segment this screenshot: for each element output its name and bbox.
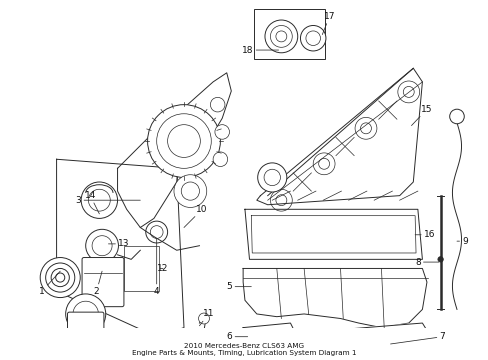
Text: 3: 3 (75, 196, 140, 205)
Text: 5: 5 (226, 282, 251, 291)
Text: 15: 15 (410, 105, 432, 126)
Bar (254, 9, 325, 59)
Circle shape (300, 26, 325, 51)
Circle shape (73, 301, 98, 327)
Circle shape (264, 20, 297, 53)
Circle shape (92, 236, 112, 256)
Polygon shape (243, 323, 299, 359)
Text: 10: 10 (183, 205, 207, 228)
Polygon shape (57, 159, 183, 337)
Text: 18: 18 (242, 46, 278, 55)
Polygon shape (331, 323, 429, 360)
Circle shape (437, 257, 443, 262)
Text: 1: 1 (39, 271, 60, 296)
Text: 7: 7 (390, 332, 445, 344)
Circle shape (198, 313, 209, 324)
Circle shape (56, 273, 64, 282)
Text: 14: 14 (84, 191, 99, 214)
Text: 11: 11 (199, 310, 214, 326)
Text: 6: 6 (226, 332, 247, 341)
Circle shape (65, 294, 105, 334)
Circle shape (81, 182, 117, 219)
Circle shape (264, 169, 280, 186)
Circle shape (150, 226, 163, 238)
Circle shape (51, 269, 69, 287)
Circle shape (449, 109, 463, 124)
Circle shape (257, 163, 286, 192)
Text: 4: 4 (154, 238, 159, 296)
Circle shape (147, 105, 220, 177)
FancyBboxPatch shape (82, 257, 123, 307)
Bar (123, 246, 158, 291)
Text: 9: 9 (456, 237, 467, 246)
Polygon shape (244, 209, 422, 259)
Circle shape (213, 152, 227, 167)
Polygon shape (243, 269, 426, 328)
Circle shape (40, 257, 80, 298)
Text: 8: 8 (414, 258, 438, 267)
Circle shape (305, 31, 320, 45)
Circle shape (91, 269, 113, 291)
Text: 2: 2 (94, 271, 102, 296)
Circle shape (270, 26, 292, 47)
Polygon shape (117, 73, 231, 228)
Text: 13: 13 (108, 239, 129, 248)
Circle shape (275, 31, 286, 42)
Text: 12: 12 (157, 264, 168, 273)
Circle shape (210, 97, 224, 112)
Text: 16: 16 (414, 230, 434, 239)
FancyBboxPatch shape (67, 312, 103, 360)
Circle shape (181, 182, 199, 200)
Circle shape (96, 274, 108, 287)
Circle shape (45, 263, 75, 292)
Circle shape (215, 125, 229, 139)
Circle shape (88, 189, 110, 211)
Circle shape (156, 114, 211, 168)
Circle shape (85, 229, 118, 262)
Polygon shape (256, 68, 422, 205)
Text: 17: 17 (322, 12, 335, 35)
Circle shape (174, 175, 206, 207)
Circle shape (167, 125, 200, 157)
Text: 2010 Mercedes-Benz CLS63 AMG
Engine Parts & Mounts, Timing, Lubrication System D: 2010 Mercedes-Benz CLS63 AMG Engine Part… (132, 343, 356, 356)
Circle shape (145, 221, 167, 243)
